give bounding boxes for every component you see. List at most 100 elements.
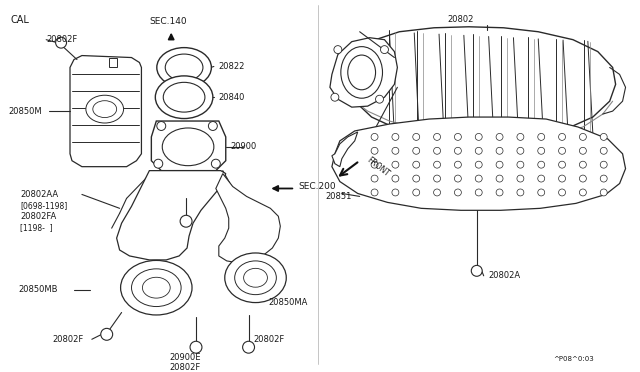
- Ellipse shape: [131, 269, 181, 307]
- Circle shape: [154, 159, 163, 168]
- Circle shape: [517, 134, 524, 140]
- Text: 20850MB: 20850MB: [19, 285, 58, 294]
- Text: SEC.200: SEC.200: [298, 182, 336, 191]
- Ellipse shape: [244, 268, 268, 287]
- Ellipse shape: [120, 260, 192, 315]
- Circle shape: [180, 215, 192, 227]
- Text: SEC.140: SEC.140: [149, 17, 187, 26]
- Circle shape: [392, 147, 399, 154]
- Text: 20802F: 20802F: [253, 335, 285, 344]
- Circle shape: [476, 147, 482, 154]
- Ellipse shape: [348, 55, 376, 90]
- Circle shape: [538, 175, 545, 182]
- Circle shape: [413, 175, 420, 182]
- Circle shape: [371, 189, 378, 196]
- Circle shape: [517, 189, 524, 196]
- Circle shape: [538, 161, 545, 168]
- Circle shape: [600, 134, 607, 140]
- Circle shape: [579, 134, 586, 140]
- Text: [1198-  ]: [1198- ]: [20, 223, 53, 232]
- Circle shape: [579, 161, 586, 168]
- Circle shape: [454, 161, 461, 168]
- Circle shape: [433, 189, 440, 196]
- Circle shape: [454, 134, 461, 140]
- Ellipse shape: [157, 48, 211, 87]
- Polygon shape: [116, 171, 226, 260]
- Text: 20802AA: 20802AA: [20, 190, 58, 199]
- Circle shape: [496, 134, 503, 140]
- Circle shape: [454, 175, 461, 182]
- Polygon shape: [70, 55, 141, 167]
- Circle shape: [559, 134, 566, 140]
- Circle shape: [433, 161, 440, 168]
- Circle shape: [496, 161, 503, 168]
- Circle shape: [496, 189, 503, 196]
- Ellipse shape: [93, 101, 116, 118]
- Circle shape: [600, 189, 607, 196]
- Circle shape: [371, 161, 378, 168]
- Circle shape: [496, 175, 503, 182]
- Circle shape: [376, 95, 383, 103]
- Circle shape: [413, 147, 420, 154]
- Text: 20822: 20822: [219, 62, 245, 71]
- Circle shape: [476, 189, 482, 196]
- Circle shape: [559, 161, 566, 168]
- Circle shape: [559, 189, 566, 196]
- Circle shape: [100, 328, 113, 340]
- Circle shape: [538, 147, 545, 154]
- Circle shape: [454, 189, 461, 196]
- Text: [0698-1198]: [0698-1198]: [20, 201, 68, 210]
- Circle shape: [392, 189, 399, 196]
- Ellipse shape: [225, 253, 286, 302]
- Ellipse shape: [235, 261, 276, 295]
- Circle shape: [392, 161, 399, 168]
- Ellipse shape: [341, 46, 383, 98]
- Circle shape: [381, 46, 388, 54]
- Circle shape: [538, 189, 545, 196]
- Circle shape: [559, 175, 566, 182]
- Circle shape: [517, 161, 524, 168]
- Ellipse shape: [156, 76, 213, 119]
- Circle shape: [579, 147, 586, 154]
- Circle shape: [538, 134, 545, 140]
- Text: 20802: 20802: [448, 15, 474, 24]
- Circle shape: [600, 175, 607, 182]
- Ellipse shape: [163, 82, 205, 112]
- Text: 20850MA: 20850MA: [268, 298, 308, 307]
- Circle shape: [600, 147, 607, 154]
- Ellipse shape: [163, 128, 214, 166]
- Polygon shape: [109, 58, 116, 67]
- Circle shape: [476, 161, 482, 168]
- Circle shape: [433, 147, 440, 154]
- Text: ^P08^0:03: ^P08^0:03: [553, 356, 594, 362]
- Text: 20850M: 20850M: [8, 107, 42, 116]
- Circle shape: [517, 147, 524, 154]
- Circle shape: [211, 159, 220, 168]
- Text: FRONT: FRONT: [365, 155, 390, 178]
- Text: 20900: 20900: [230, 142, 257, 151]
- Text: 20851: 20851: [325, 192, 351, 201]
- Circle shape: [334, 46, 342, 54]
- Polygon shape: [332, 132, 358, 167]
- Text: 20802F: 20802F: [46, 35, 77, 44]
- Text: CAL: CAL: [10, 15, 29, 25]
- Circle shape: [454, 147, 461, 154]
- Circle shape: [517, 175, 524, 182]
- Polygon shape: [332, 117, 625, 210]
- Circle shape: [371, 147, 378, 154]
- Circle shape: [157, 122, 166, 131]
- Circle shape: [413, 134, 420, 140]
- Circle shape: [209, 122, 218, 131]
- Text: 20802F: 20802F: [52, 335, 83, 344]
- Circle shape: [413, 189, 420, 196]
- Text: 20802FA: 20802FA: [20, 212, 57, 221]
- Circle shape: [600, 161, 607, 168]
- Circle shape: [579, 175, 586, 182]
- Ellipse shape: [143, 277, 170, 298]
- Circle shape: [476, 134, 482, 140]
- Ellipse shape: [165, 54, 203, 81]
- Circle shape: [371, 134, 378, 140]
- Circle shape: [559, 147, 566, 154]
- Circle shape: [331, 93, 339, 101]
- Circle shape: [371, 175, 378, 182]
